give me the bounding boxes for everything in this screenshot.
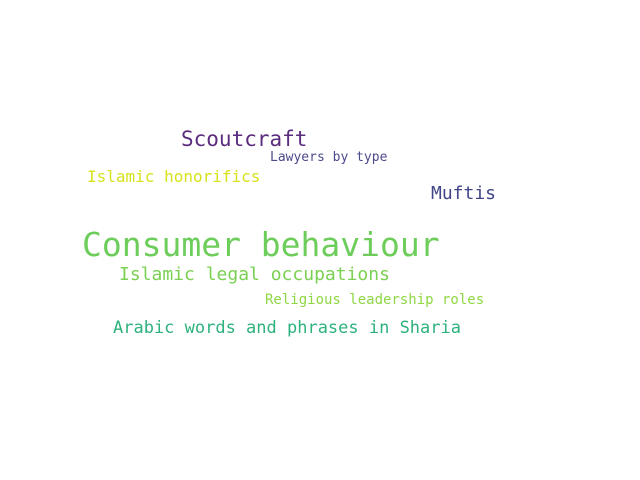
word-islamic-legal-occupations: Islamic legal occupations	[119, 264, 390, 285]
word-muftis: Muftis	[431, 183, 497, 204]
word-consumer-behaviour: Consumer behaviour	[82, 225, 440, 264]
word-islamic-honorifics: Islamic honorifics	[87, 167, 261, 186]
word-scoutcraft: Scoutcraft	[181, 127, 308, 151]
word-religious-leadership-roles: Religious leadership roles	[265, 292, 485, 308]
word-arabic-words-and-phrases-in-sharia: Arabic words and phrases in Sharia	[113, 318, 461, 338]
word-lawyers-by-type: Lawyers by type	[270, 150, 388, 165]
